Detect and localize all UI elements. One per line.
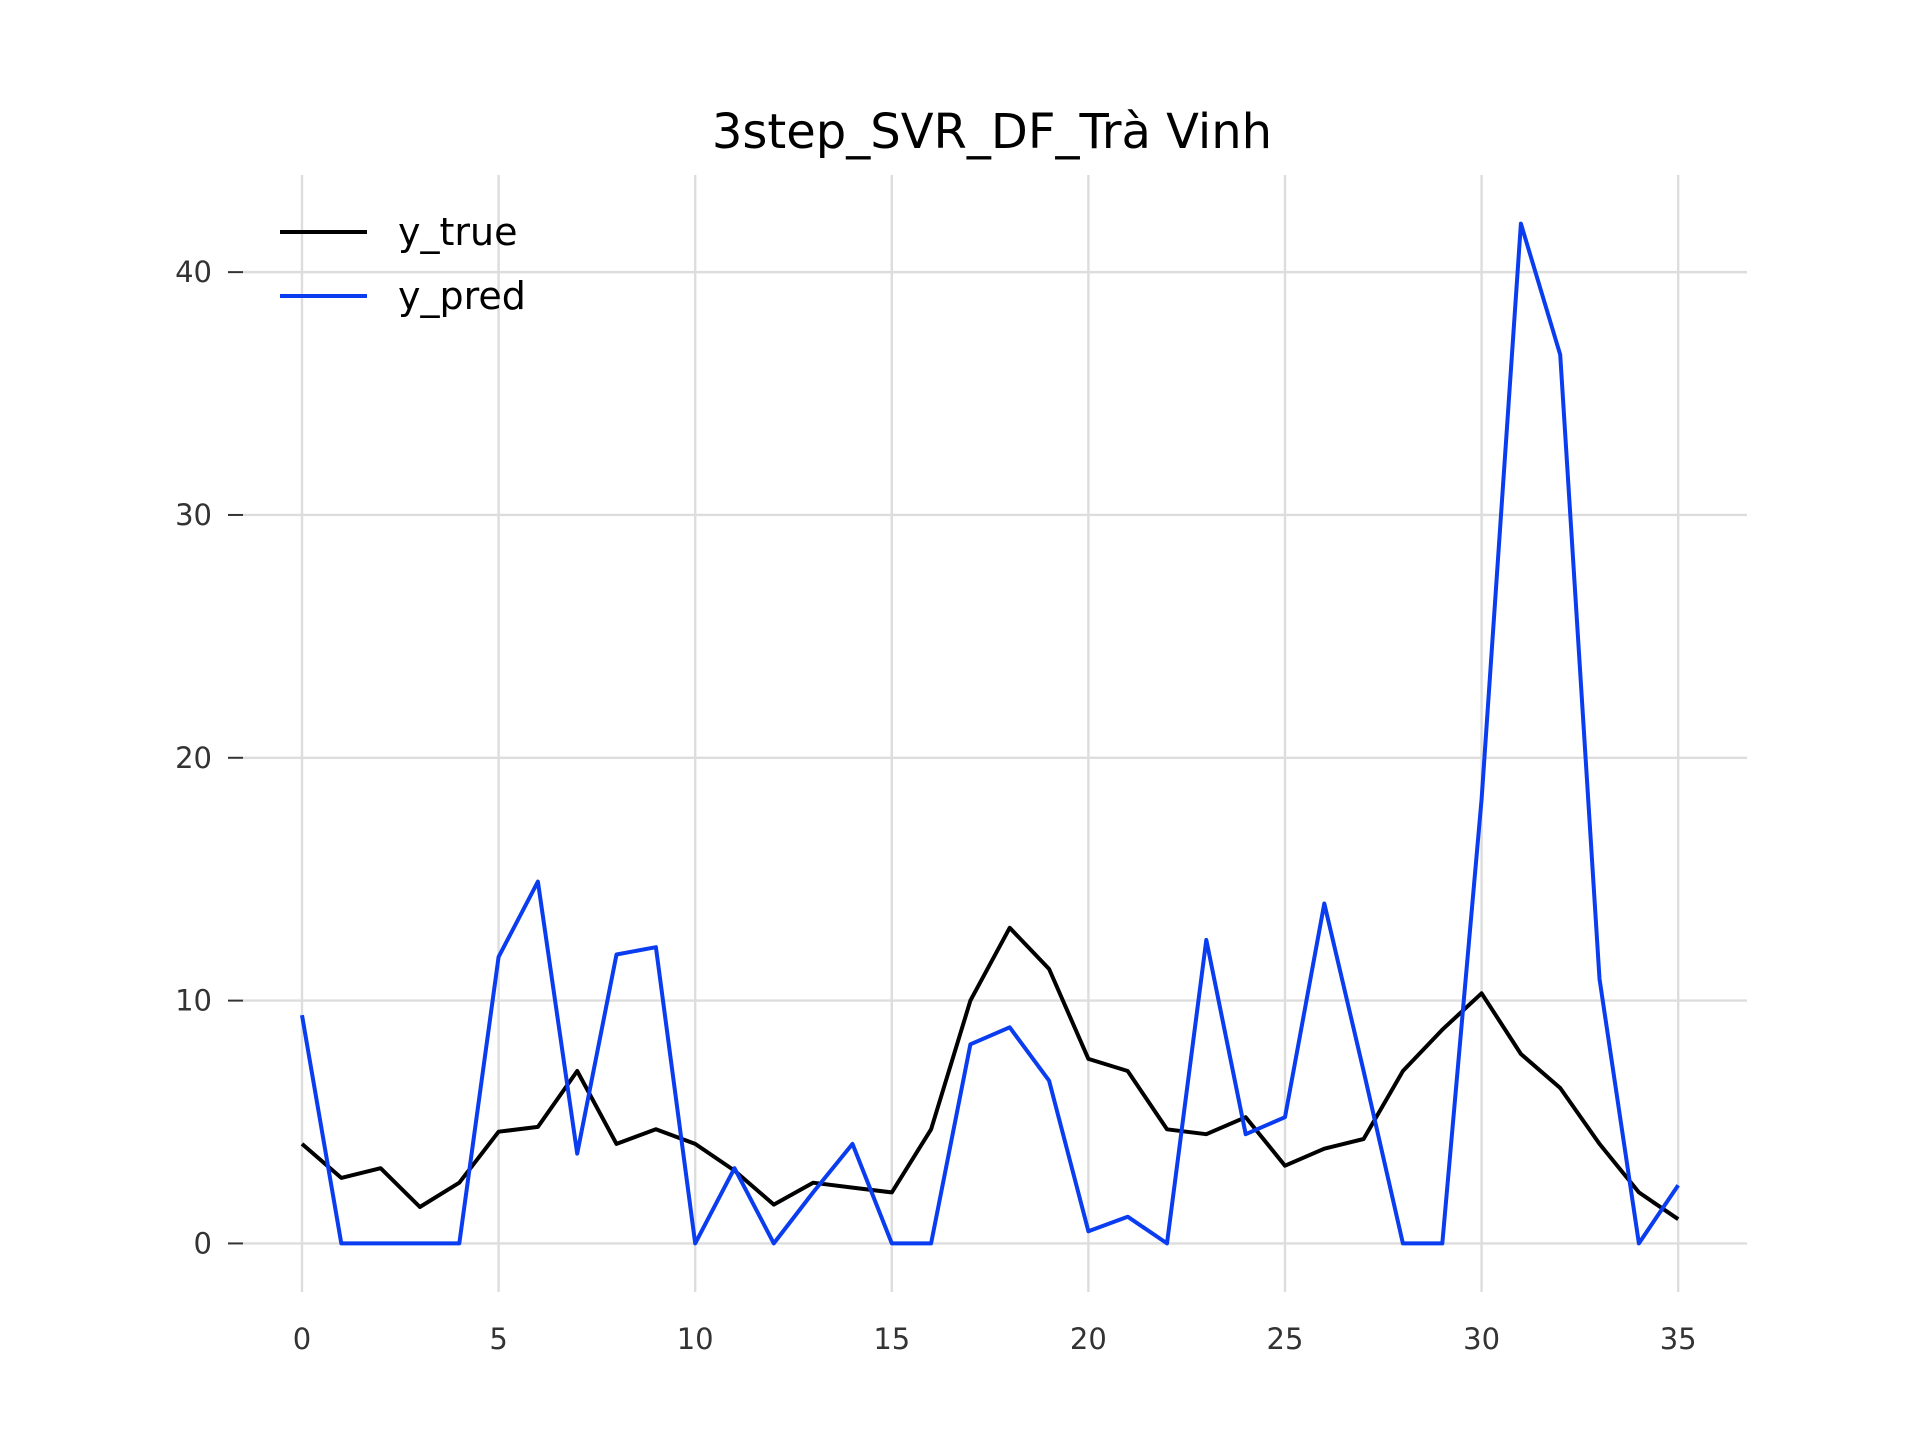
y-tick-label: 40 <box>175 255 212 289</box>
legend-label-y-true: y_true <box>398 210 517 254</box>
series-group <box>300 221 1680 1246</box>
grid <box>243 175 1747 1292</box>
y-tick-label: 10 <box>175 984 212 1018</box>
legend-label-y-pred: y_pred <box>398 274 526 318</box>
x-tick-label: 10 <box>677 1322 714 1356</box>
y-axis: 0 10 20 30 40 <box>175 255 243 1260</box>
y-tick-label: 30 <box>175 498 212 532</box>
x-tick-label: 20 <box>1070 1322 1107 1356</box>
x-tick-label: 15 <box>873 1322 910 1356</box>
legend: y_true y_pred <box>280 210 526 318</box>
x-tick-label: 30 <box>1463 1322 1500 1356</box>
series-line-y-true <box>300 925 1680 1221</box>
y-tick-label: 0 <box>194 1226 212 1260</box>
x-tick-label: 0 <box>293 1322 311 1356</box>
x-tick-label: 5 <box>489 1322 507 1356</box>
x-axis: 0 5 10 15 20 25 30 35 <box>293 1322 1697 1356</box>
chart-title: 3step_SVR_DF_Trà Vinh <box>712 104 1272 160</box>
series-line-y-pred <box>300 221 1680 1246</box>
x-tick-label: 35 <box>1660 1322 1697 1356</box>
x-tick-label: 25 <box>1267 1322 1304 1356</box>
y-tick-label: 20 <box>175 741 212 775</box>
